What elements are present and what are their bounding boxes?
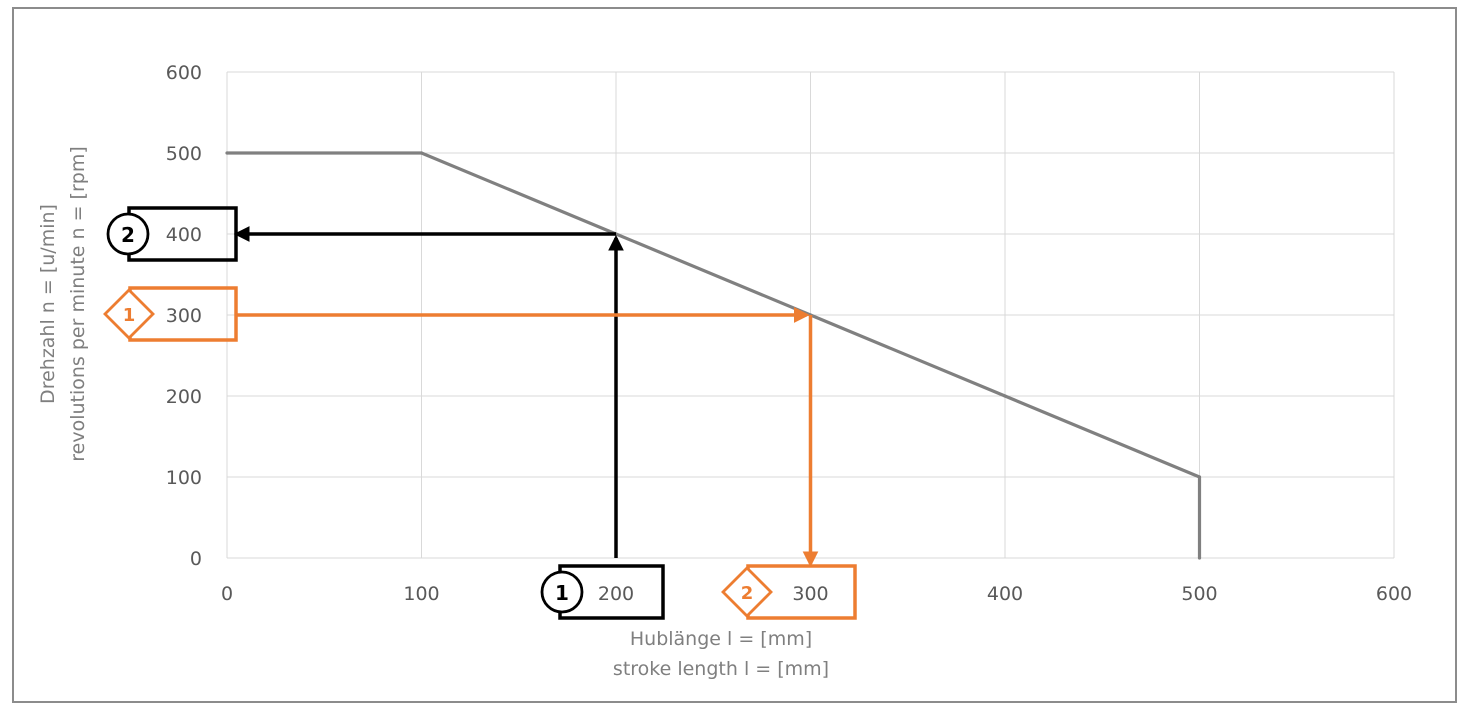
- x-tick-label-200: 200: [598, 583, 634, 605]
- y-axis-title-line-1: Drehzahl n = [u/min]: [37, 204, 59, 404]
- x-tick-label-400: 400: [987, 583, 1023, 605]
- black-step-2-label: 2: [121, 223, 135, 247]
- chart-frame: 0 100 200 300 400 500 600 0 100 200 300 400 500 600 Hu…: [12, 7, 1457, 703]
- data-point: [1197, 475, 1202, 479]
- y-tick-label-100: 100: [166, 467, 202, 489]
- x-tick-label-500: 500: [1181, 583, 1217, 605]
- orange-step-1-diamond: [103, 288, 155, 340]
- orange-step-1-label: 1: [123, 305, 136, 326]
- speed-stroke-chart: 0 100 200 300 400 500 600 0 100 200 300 400 500 600 Hu…: [37, 62, 1412, 680]
- y-tick-label-300: 300: [166, 305, 202, 327]
- y-tick-label-500: 500: [166, 143, 202, 165]
- black-step-1-circle: [540, 570, 584, 614]
- black-step-1-label: 1: [555, 581, 569, 605]
- x-axis-title-line-2: stroke length l = [mm]: [613, 658, 829, 680]
- y-tick-label-400: 400: [166, 224, 202, 246]
- x-tick-label-600: 600: [1376, 583, 1412, 605]
- orange-step-2-diamond: [721, 566, 773, 618]
- series-line: [227, 151, 1202, 558]
- y-tick-label-0: 0: [190, 548, 202, 570]
- y-tick-label-600: 600: [166, 62, 202, 84]
- orange-step-2-label: 2: [741, 583, 754, 604]
- black-step-2-circle: [106, 212, 150, 256]
- y-axis-title-line-2: revolutions per minute n = [rpm]: [67, 146, 89, 462]
- x-tick-label-0: 0: [221, 583, 233, 605]
- y-tick-label-200: 200: [166, 386, 202, 408]
- data-point: [419, 151, 424, 155]
- data-point: [225, 151, 229, 155]
- data-point: [1197, 556, 1202, 560]
- data-point: [1003, 394, 1007, 398]
- x-tick-label-100: 100: [403, 583, 439, 605]
- x-tick-label-300: 300: [792, 583, 828, 605]
- x-axis-title-line-1: Hublänge l = [mm]: [630, 628, 812, 650]
